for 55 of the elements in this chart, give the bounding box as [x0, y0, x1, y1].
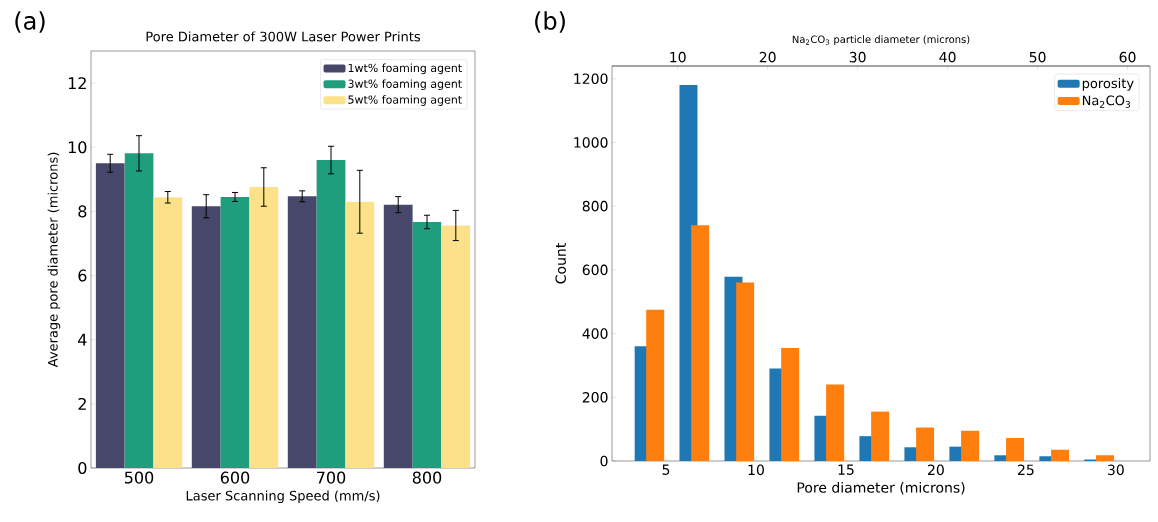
x-tick-label: 5 [662, 464, 670, 475]
x-tick-label: 20 [928, 464, 944, 476]
y-tick-label: 1000 [574, 137, 608, 148]
x2-tick-label: 40 [939, 51, 956, 63]
x-tick-label: 500 [124, 471, 154, 484]
x2-tick-label: 60 [1119, 51, 1136, 63]
y-tick-label: 200 [582, 391, 608, 403]
legend-label: 5wt% foaming agent [348, 95, 462, 106]
x2-axis-title: Na$_{2}$CO$_{3}$ particle diameter (microns) [792, 35, 970, 46]
x2-tick-label: 50 [1029, 51, 1046, 63]
y-tick-label: 0 [600, 455, 608, 467]
x-tick-label: 600 [220, 471, 250, 484]
x-axis-title: Pore diameter (microns) [797, 481, 965, 495]
x-tick-label: 700 [317, 471, 346, 484]
legend-label: 1wt% foaming agent [348, 63, 462, 75]
x-tick-label: 25 [1017, 464, 1034, 476]
y-tick-label: 10 [68, 141, 87, 154]
y-tick-label: 1200 [574, 73, 608, 85]
bar [191, 206, 221, 468]
x-tick-label: 800 [412, 471, 442, 484]
legend-label: porosity [1082, 78, 1134, 91]
y-axis-title: Count [555, 243, 566, 284]
bar [287, 196, 317, 468]
text: (a) [15, 11, 45, 33]
bar [153, 197, 183, 468]
y-tick-label: 6 [78, 269, 87, 282]
x2-tick-label: 20 [759, 51, 776, 63]
bar [345, 201, 375, 468]
x-tick-label: 10 [748, 464, 764, 476]
y-tick-label: 0 [78, 461, 87, 475]
bar [95, 163, 125, 468]
y-tick-label: 4 [78, 333, 87, 346]
y-axis-title: Average pore diameter (microns) [47, 152, 61, 368]
legend-label: Na$_{2}$CO$_{3}$ [1082, 95, 1131, 108]
bar [220, 196, 250, 468]
x2-tick-label: 30 [849, 51, 866, 63]
x-tick-label: 15 [838, 464, 854, 475]
legend-label: 3wt% foaming agent [348, 79, 462, 91]
bar [249, 187, 279, 468]
x-tick-label: 30 [1107, 464, 1124, 476]
y-tick-label: 2 [78, 397, 86, 410]
bar [383, 204, 413, 468]
y-tick-label: 400 [582, 328, 608, 339]
y-tick-label: 12 [68, 77, 86, 90]
bar [124, 153, 154, 468]
x-axis-title: Laser Scanning Speed (mm/s) [186, 490, 380, 504]
y-tick-label: 800 [582, 200, 608, 212]
bar [441, 225, 471, 468]
bar [412, 221, 442, 468]
x2-tick-label: 10 [670, 51, 686, 63]
y-tick-label: 600 [582, 264, 608, 276]
text: (b) [535, 11, 565, 33]
chart-title: Pore Diameter of 300W Laser Power Prints [146, 31, 421, 42]
bar [316, 160, 346, 468]
y-tick-label: 8 [78, 205, 87, 218]
